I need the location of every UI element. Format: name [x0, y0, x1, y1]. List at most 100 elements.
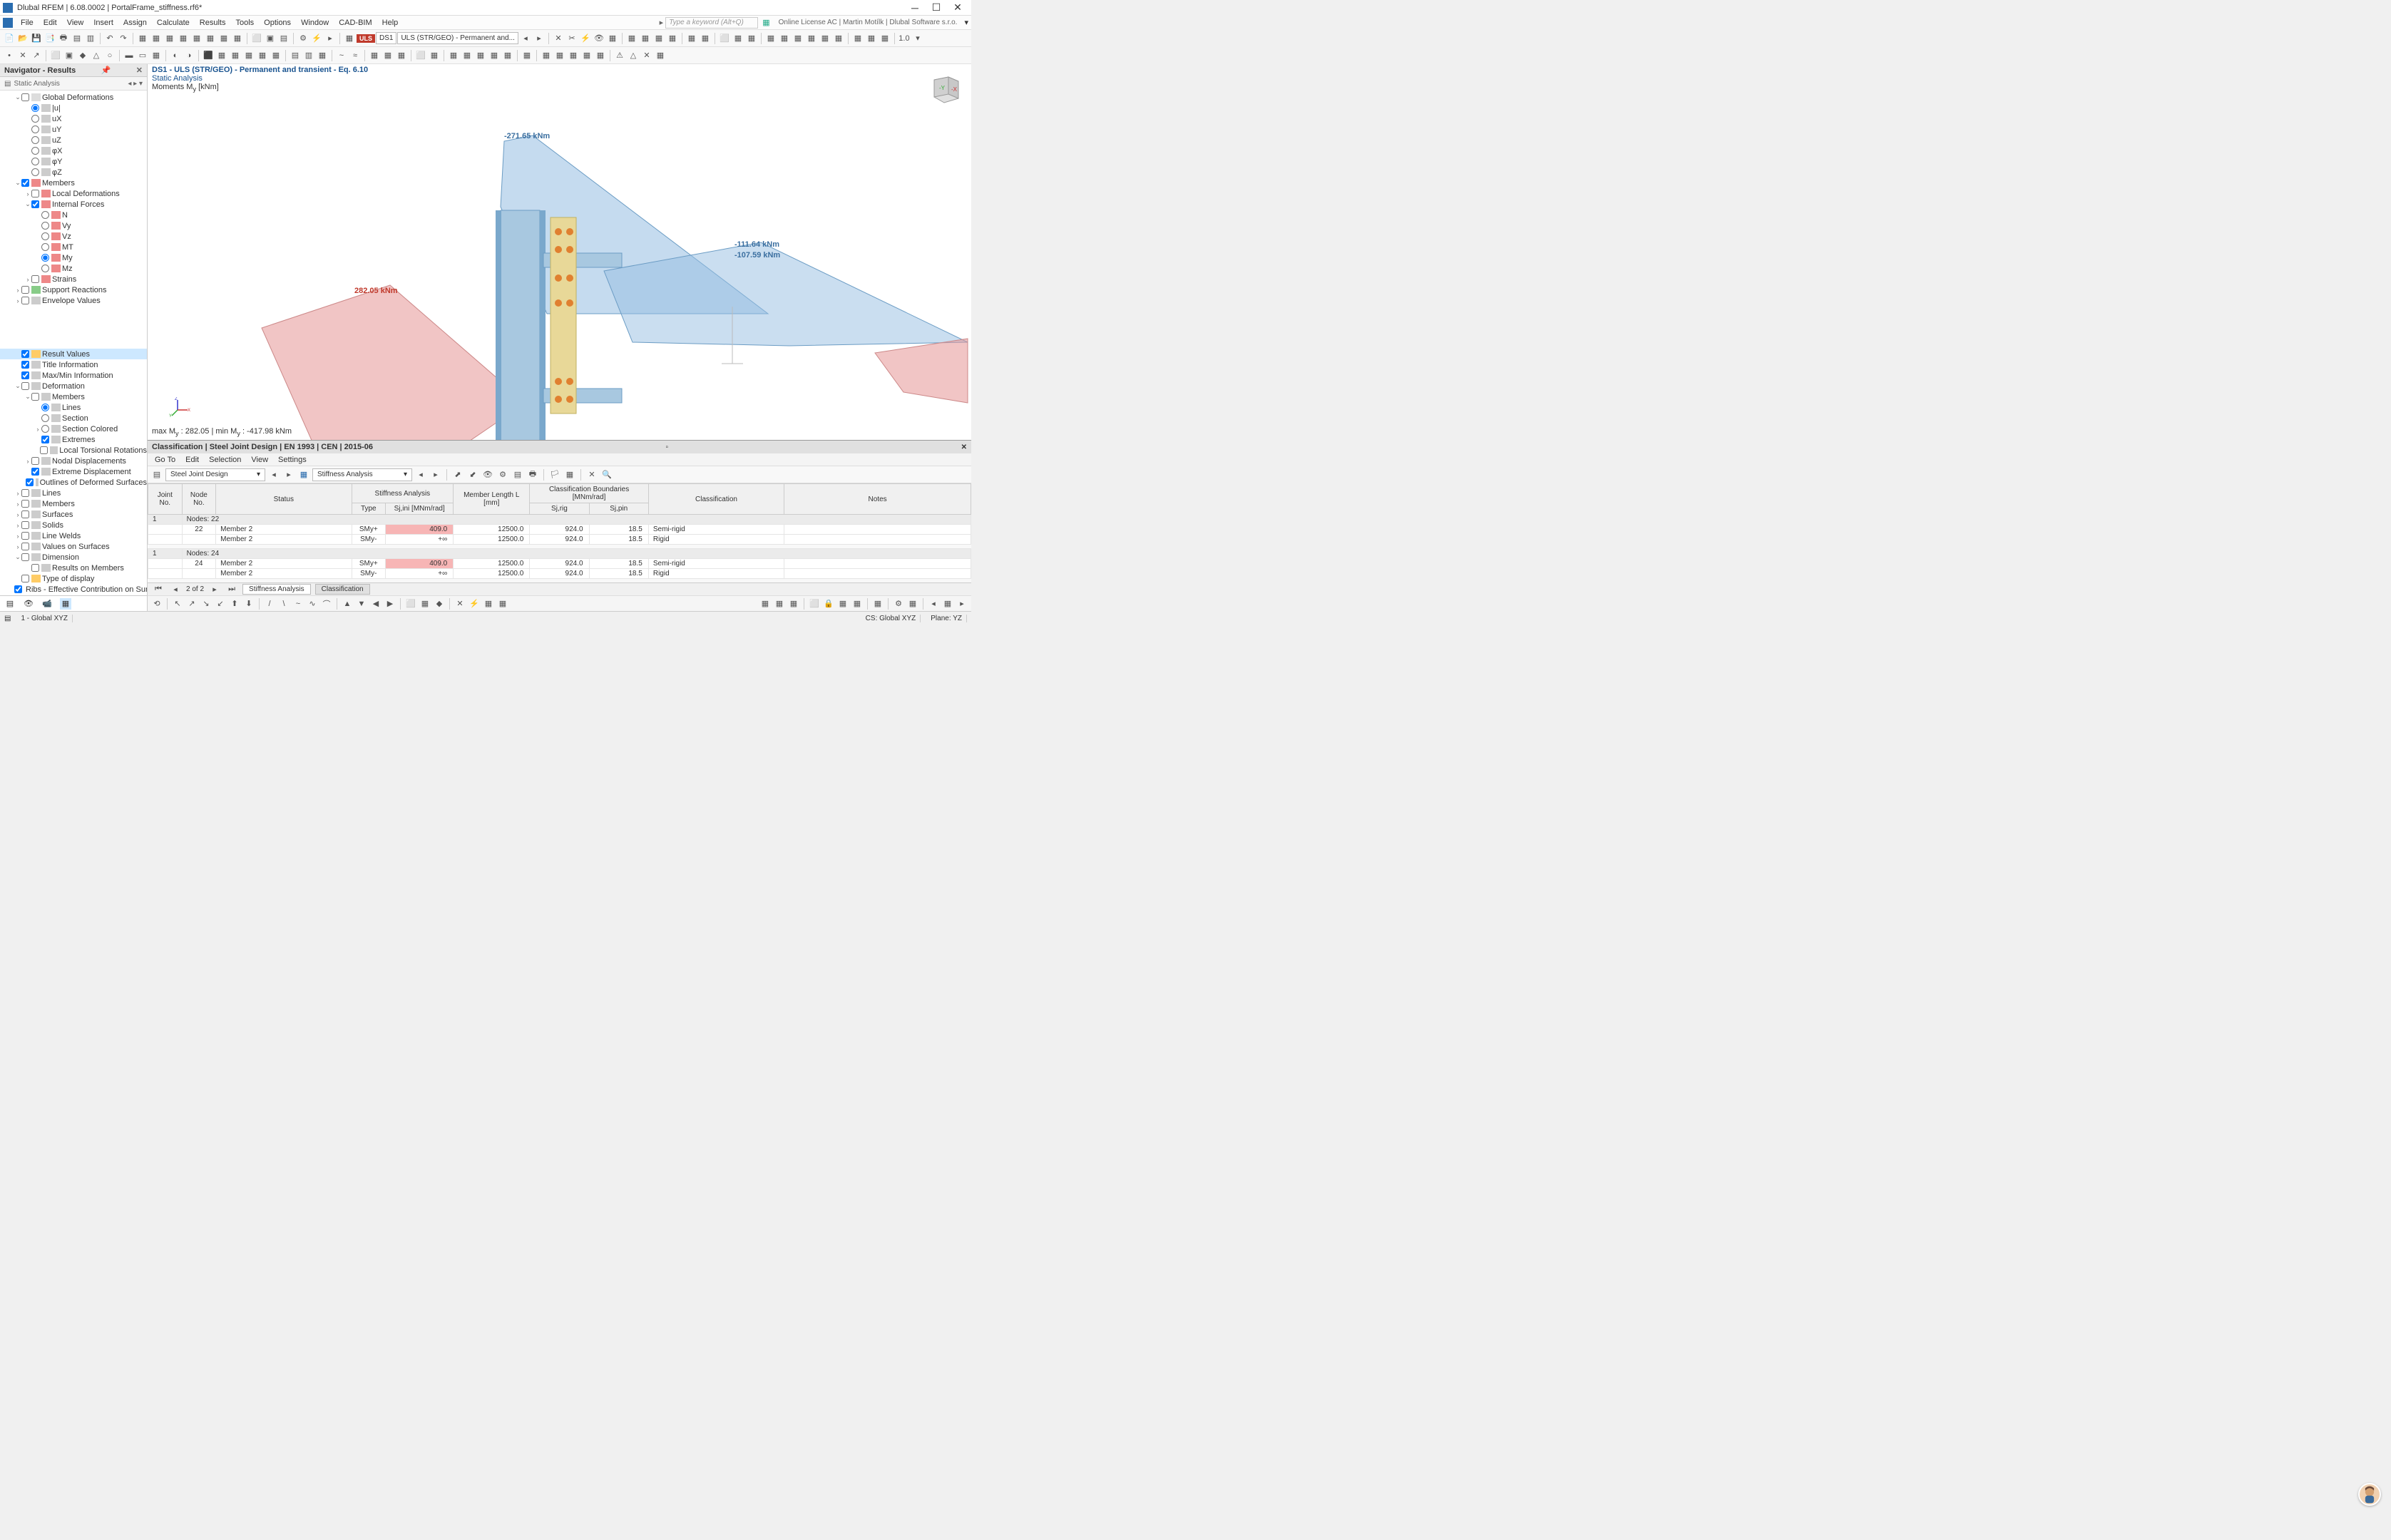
- tree-typedisp[interactable]: Type of display: [0, 573, 147, 584]
- tb1-more-23[interactable]: ▦: [792, 32, 804, 45]
- navigator-combo[interactable]: ▤Static Analysis◂ ▸ ▾: [0, 77, 147, 91]
- tree-ux[interactable]: uX: [0, 113, 147, 124]
- tb2-btn-50[interactable]: ▦: [594, 49, 607, 62]
- bp-menu-view[interactable]: View: [247, 455, 272, 465]
- viewtb-4[interactable]: ↘: [200, 597, 213, 610]
- viewtb-3[interactable]: ↗: [185, 597, 198, 610]
- tb2-btn-33[interactable]: ▦: [395, 49, 408, 62]
- tb2-btn-49[interactable]: ▦: [580, 49, 593, 62]
- tb1-more-10[interactable]: ▦: [639, 32, 652, 45]
- tb1-btn-14[interactable]: ▦: [177, 32, 190, 45]
- viewtb-r-1[interactable]: ▦: [773, 597, 786, 610]
- tb1-more-29[interactable]: ▦: [865, 32, 878, 45]
- bp-tab-classification[interactable]: Classification: [315, 584, 370, 595]
- tree-envval[interactable]: ›Envelope Values: [0, 295, 147, 306]
- tb2-btn-2[interactable]: ↗: [30, 49, 43, 62]
- bp-tool-5[interactable]: ▤: [511, 468, 524, 481]
- tree-loctors[interactable]: Local Torsional Rotations: [0, 445, 147, 456]
- tb2-btn-24[interactable]: ▤: [289, 49, 302, 62]
- menu-assign[interactable]: Assign: [118, 17, 152, 29]
- menu-edit[interactable]: Edit: [39, 17, 62, 29]
- tree-phix[interactable]: φX: [0, 145, 147, 156]
- bp-tool-search[interactable]: 🔍: [600, 468, 613, 481]
- bp-icon-2[interactable]: ▦: [297, 468, 310, 481]
- tb1-btn-18[interactable]: ▦: [231, 32, 244, 45]
- tb1-more-14[interactable]: ▦: [685, 32, 698, 45]
- viewtb-18[interactable]: ▶: [384, 597, 396, 610]
- tb1-btn-20[interactable]: ⬜: [250, 32, 263, 45]
- tb2-btn-12[interactable]: ▦: [150, 49, 163, 62]
- tree-extdisp[interactable]: Extreme Displacement: [0, 466, 147, 477]
- tree-outlines[interactable]: Outlines of Deformed Surfaces: [0, 477, 147, 488]
- tb1-more-0[interactable]: ◂: [519, 32, 532, 45]
- bp-combo-analysis[interactable]: Stiffness Analysis▾: [312, 468, 412, 481]
- bp-pin-icon[interactable]: ▫: [666, 443, 669, 451]
- tb1-more-4[interactable]: ✂: [565, 32, 578, 45]
- viewtb-r-14[interactable]: ◂: [927, 597, 940, 610]
- tb2-btn-41[interactable]: ▦: [488, 49, 501, 62]
- menu-options[interactable]: Options: [259, 17, 296, 29]
- bp-menu-go-to[interactable]: Go To: [150, 455, 180, 465]
- viewtb-r-5[interactable]: 🔒: [822, 597, 835, 610]
- tb1-btn-15[interactable]: ▦: [190, 32, 203, 45]
- tb1-btn-9[interactable]: ↷: [117, 32, 130, 45]
- tree-globdef[interactable]: ⌄Global Deformations: [0, 92, 147, 103]
- menu-window[interactable]: Window: [296, 17, 334, 29]
- viewtb-2[interactable]: ↖: [171, 597, 184, 610]
- tree-membersD[interactable]: ⌄Members: [0, 391, 147, 402]
- tb2-btn-19[interactable]: ▦: [229, 49, 242, 62]
- tree-intforces[interactable]: ⌄Internal Forces: [0, 199, 147, 210]
- status-coord[interactable]: 1 - Global XYZ: [16, 615, 73, 622]
- tb2-btn-46[interactable]: ▦: [540, 49, 553, 62]
- tb1-btn-3[interactable]: 📑: [43, 32, 56, 45]
- tb2-btn-17[interactable]: ⬛: [202, 49, 215, 62]
- menu-results[interactable]: Results: [195, 17, 231, 29]
- tb1-btn-16[interactable]: ▦: [204, 32, 217, 45]
- bp-table[interactable]: Joint No.Node No.StatusStiffness Analysi…: [148, 483, 971, 582]
- tb1-more-6[interactable]: 👁: [593, 32, 605, 45]
- viewtb-7[interactable]: ⬇: [242, 597, 255, 610]
- bp-menu-settings[interactable]: Settings: [274, 455, 311, 465]
- tree-uy[interactable]: uY: [0, 124, 147, 135]
- viewtb-r-6[interactable]: ▦: [836, 597, 849, 610]
- tb2-btn-21[interactable]: ▦: [256, 49, 269, 62]
- tb1-more-5[interactable]: ⚡: [579, 32, 592, 45]
- bp-nav-next2[interactable]: ▸: [429, 468, 442, 481]
- pager-last[interactable]: ⏭: [225, 583, 238, 596]
- viewtb-9[interactable]: /: [263, 597, 276, 610]
- dropdown-icon[interactable]: ▾: [964, 18, 968, 27]
- viewtb-0[interactable]: ⟲: [150, 597, 163, 610]
- tree-noddisp[interactable]: ›Nodal Displacements: [0, 456, 147, 466]
- close-button[interactable]: ✕: [947, 1, 968, 15]
- tb1-more-3[interactable]: ✕: [552, 32, 565, 45]
- tb2-btn-53[interactable]: △: [627, 49, 640, 62]
- tb1-btn-8[interactable]: ↶: [103, 32, 116, 45]
- tb1-btn-2[interactable]: 💾: [30, 32, 43, 45]
- tb1-more-12[interactable]: ▦: [666, 32, 679, 45]
- viewtb-r-15[interactable]: ▦: [941, 597, 954, 610]
- tree-membersN[interactable]: ›Members: [0, 498, 147, 509]
- tb2-btn-29[interactable]: ≈: [349, 49, 362, 62]
- app-menu-icon[interactable]: [3, 18, 13, 28]
- tb1-more-11[interactable]: ▦: [652, 32, 665, 45]
- tb1-btn-4[interactable]: 🖶: [57, 32, 70, 45]
- bp-tool-9[interactable]: ✕: [585, 468, 598, 481]
- tb1-more-33[interactable]: ▾: [911, 32, 924, 45]
- tb1-more-18[interactable]: ▦: [732, 32, 744, 45]
- tree-surfaces[interactable]: ›Surfaces: [0, 509, 147, 520]
- viewtb-r-12[interactable]: ▦: [906, 597, 919, 610]
- tree-Mz[interactable]: Mz: [0, 263, 147, 274]
- tree-extremes[interactable]: Extremes: [0, 434, 147, 445]
- navigator-tree[interactable]: ⌄Global Deformations|u|uXuYuZφXφYφZ⌄Memb…: [0, 91, 147, 595]
- pager-prev[interactable]: ◂: [169, 583, 182, 596]
- tree-solids[interactable]: ›Solids: [0, 520, 147, 530]
- tb1-btn-11[interactable]: ▦: [136, 32, 149, 45]
- table-row[interactable]: 22Member 2SMy+409.012500.0924.018.5Semi-…: [148, 525, 971, 535]
- maximize-button[interactable]: ☐: [926, 1, 947, 15]
- tree-u[interactable]: |u|: [0, 103, 147, 113]
- tb2-btn-6[interactable]: ◆: [76, 49, 89, 62]
- tb1-more-17[interactable]: ⬜: [718, 32, 731, 45]
- viewtb-17[interactable]: ◀: [369, 597, 382, 610]
- tree-seccol[interactable]: ›Section Colored: [0, 423, 147, 434]
- tb1-btn-21[interactable]: ▣: [264, 32, 277, 45]
